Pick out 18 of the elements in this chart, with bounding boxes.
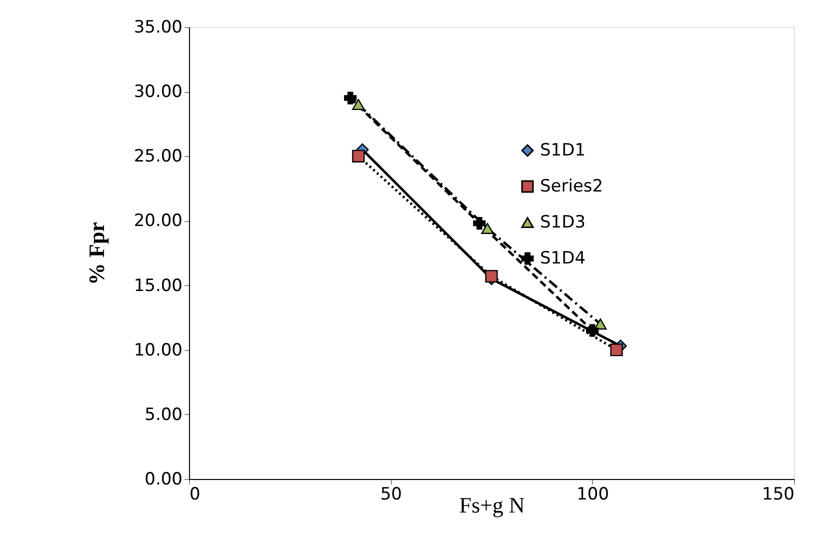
legend-label: Series2 bbox=[540, 176, 604, 196]
legend-label: S1D3 bbox=[540, 212, 586, 232]
y-tick-label: 20.00 bbox=[134, 211, 182, 232]
y-axis-title: % Fpr bbox=[84, 222, 109, 285]
y-tick-label: 10.00 bbox=[134, 340, 182, 360]
y-tick-label: 0.00 bbox=[144, 470, 182, 490]
legend-label: S1D1 bbox=[540, 140, 586, 160]
y-tick-label: 35.00 bbox=[134, 18, 182, 38]
y-tick-label: 5.00 bbox=[144, 404, 182, 425]
x-axis-title: Fs+g N bbox=[459, 492, 525, 518]
x-tick-label: 150 bbox=[762, 484, 794, 504]
x-tick-label: 50 bbox=[380, 484, 402, 504]
x-tick-label: 100 bbox=[576, 484, 610, 504]
y-tick-label: 15.00 bbox=[134, 276, 182, 296]
y-tick-label: 25.00 bbox=[134, 146, 182, 167]
x-tick-label: 0 bbox=[190, 484, 200, 504]
y-tick-label: 30.00 bbox=[134, 82, 182, 102]
legend-label: S1D4 bbox=[540, 248, 586, 268]
